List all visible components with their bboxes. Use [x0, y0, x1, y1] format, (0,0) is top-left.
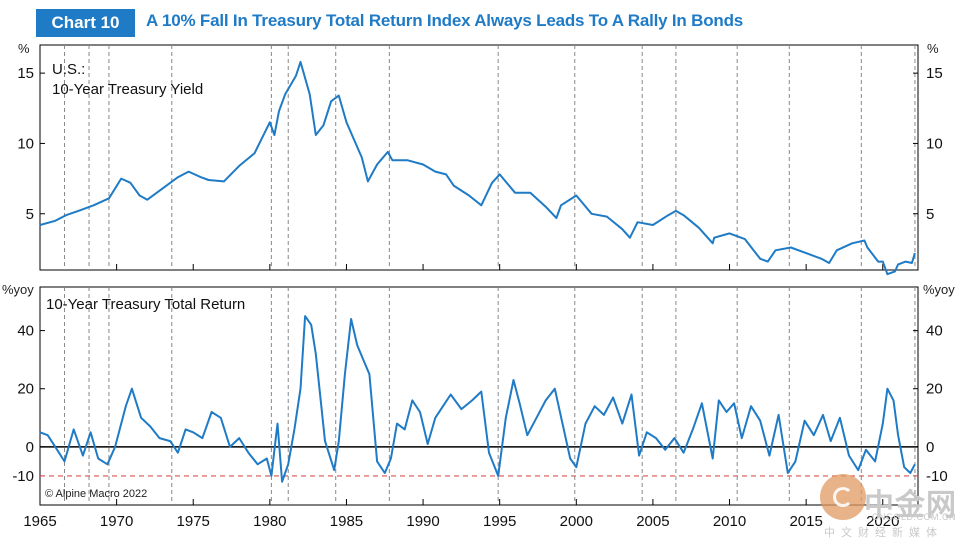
- watermark-subtitle: 中文财经新媒体: [824, 527, 943, 539]
- top-y-tick-label-left: 15: [17, 65, 34, 82]
- bottom-panel-label: 10-Year Treasury Total Return: [46, 296, 245, 313]
- bottom-unit-left: %yoy: [2, 282, 34, 297]
- yield-series-line: [39, 60, 916, 276]
- x-tick-label: 1995: [483, 513, 516, 530]
- x-tick-label: 1990: [406, 513, 439, 530]
- event-lines: [64, 45, 916, 505]
- x-tick-label: 2020: [866, 513, 899, 530]
- x-tick-label: 2010: [713, 513, 746, 530]
- top-y-tick-label-left: 5: [26, 206, 34, 223]
- top-panel-label-line2: 10-Year Treasury Yield: [52, 81, 203, 98]
- bottom-y-tick-label-left: -10: [12, 468, 34, 485]
- bottom-y-tick-label-right: -10: [926, 468, 948, 485]
- top-panel-label-line1: U.S.:: [52, 61, 85, 78]
- bottom-unit-right: %yoy: [923, 282, 955, 297]
- watermark-url: CNGOLD.COM.CN: [872, 512, 957, 522]
- top-panel-frame: [39, 44, 919, 271]
- chart-frames: [39, 44, 919, 506]
- bottom-y-tick-label-right: 0: [926, 439, 934, 456]
- bottom-y-tick-label-left: 20: [17, 381, 34, 398]
- bottom-y-tick-label-right: 20: [926, 381, 943, 398]
- total-return-series-line: [39, 315, 916, 483]
- top-y-tick-label-left: 10: [17, 135, 34, 152]
- x-tick-label: 2000: [560, 513, 593, 530]
- bottom-y-tick-label-left: 40: [17, 323, 34, 340]
- x-tick-label: 1985: [330, 513, 363, 530]
- chart-number-badge: Chart 10: [36, 9, 135, 37]
- bottom-y-tick-label-right: 40: [926, 323, 943, 340]
- top-unit-right: %: [927, 41, 939, 56]
- x-tick-label: 1975: [177, 513, 210, 530]
- source-note: © Alpine Macro 2022: [45, 488, 147, 500]
- x-tick-label: 1970: [100, 513, 133, 530]
- series-lines: [39, 60, 916, 483]
- x-tick-label: 1965: [23, 513, 56, 530]
- watermark-text: 中金网: [864, 489, 957, 522]
- x-tick-label: 2005: [636, 513, 669, 530]
- bottom-y-tick-label-left: 0: [26, 439, 34, 456]
- top-y-tick-label-right: 10: [926, 135, 943, 152]
- x-tick-label: 1980: [253, 513, 286, 530]
- top-y-tick-label-right: 5: [926, 206, 934, 223]
- top-y-tick-label-right: 15: [926, 65, 943, 82]
- watermark-logo-mark-icon: [833, 487, 853, 507]
- chart-title: A 10% Fall In Treasury Total Return Inde…: [146, 11, 744, 30]
- x-tick-label: 2015: [789, 513, 822, 530]
- top-unit-left: %: [18, 41, 30, 56]
- bottom-panel-frame: [39, 286, 919, 506]
